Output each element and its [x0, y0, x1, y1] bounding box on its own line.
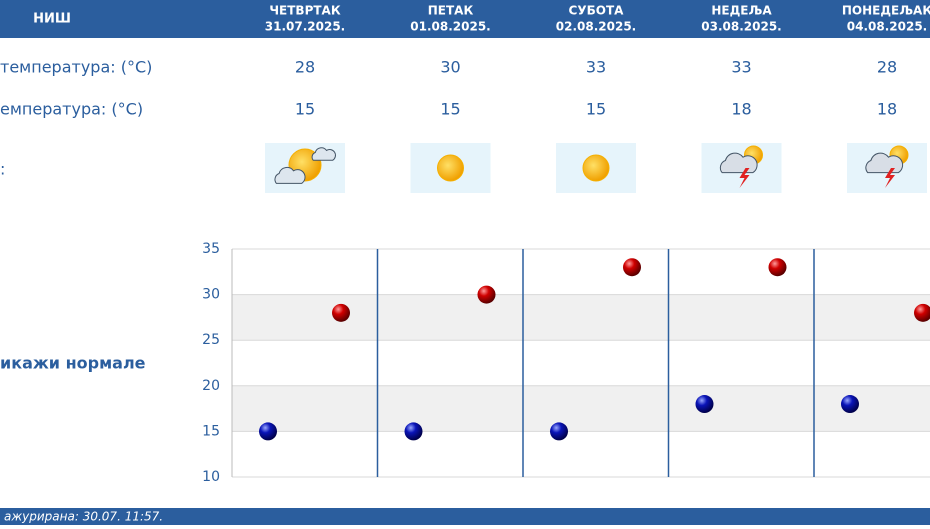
dot [623, 258, 641, 277]
day-date: 02.08.2025. [556, 20, 636, 34]
temp-cell: 33 [731, 58, 751, 77]
day-name: СУБОТА [569, 4, 625, 18]
temp-cell: 15 [440, 100, 460, 119]
temp-cell: 33 [586, 58, 606, 77]
row-label: емпература: (°C) [0, 100, 143, 119]
dot [550, 422, 568, 441]
day-date: 04.08.2025. [847, 20, 927, 34]
updated: ажурирана: 30.07. 11:57. [4, 510, 163, 524]
grid-band [232, 385, 930, 432]
header-bar [0, 0, 930, 38]
day-name: НЕДЕЉА [711, 4, 772, 18]
weather-icon [556, 143, 636, 193]
temp-cell: 28 [295, 58, 315, 77]
normals-link[interactable]: икажи нормале [0, 354, 146, 373]
temp-cell: 28 [877, 58, 897, 77]
sun [582, 154, 610, 182]
day-date: 03.08.2025. [701, 20, 781, 34]
cloud [865, 152, 904, 174]
weather-icon [847, 143, 927, 193]
dot [404, 422, 423, 441]
dot [259, 422, 277, 441]
y-tick-label: 10 [202, 469, 220, 485]
y-tick-label: 35 [202, 241, 220, 257]
cloud [311, 147, 336, 161]
dot [768, 258, 787, 277]
temp-cell: 18 [731, 100, 751, 119]
dot [914, 303, 930, 322]
row-label: : [0, 160, 5, 179]
day-name: ПОНЕДЕЉАК [842, 4, 930, 18]
temp-cell: 15 [295, 100, 315, 119]
day-name: ПЕТАК [428, 4, 474, 18]
cloud [274, 166, 306, 184]
weather-icon [265, 143, 345, 193]
temp-cell: 18 [877, 100, 897, 119]
y-tick-label: 25 [202, 332, 220, 348]
dot [695, 395, 714, 414]
dot [841, 395, 859, 414]
weather-icon [410, 143, 491, 193]
temp-cell: 15 [586, 100, 606, 119]
footer-bar [0, 508, 930, 525]
dot [477, 285, 496, 304]
dot [332, 303, 350, 322]
weather-icon [701, 143, 782, 193]
city: НИШ [33, 12, 71, 27]
row-label: температура: (°C) [0, 58, 152, 77]
temp-cell: 30 [440, 58, 460, 77]
plot-area [232, 249, 930, 477]
bolt [885, 168, 895, 188]
day-date: 31.07.2025. [265, 20, 345, 34]
y-tick-label: 20 [202, 378, 220, 394]
y-tick-label: 30 [202, 287, 220, 303]
chart: 10 15 20 25 30 35 [202, 241, 930, 485]
cloud [719, 152, 758, 174]
sun [437, 154, 464, 182]
day-date: 01.08.2025. [410, 20, 490, 34]
bolt [739, 168, 750, 188]
y-tick-label: 15 [202, 423, 220, 439]
day-name: ЧЕТВРТАК [269, 4, 340, 18]
